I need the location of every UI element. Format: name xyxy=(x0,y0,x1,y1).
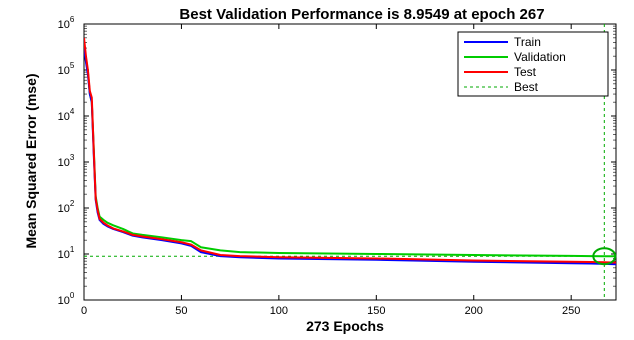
y-tick-label: 106 xyxy=(58,15,75,31)
y-tick-label: 103 xyxy=(58,153,75,169)
x-tick-label: 0 xyxy=(81,305,87,317)
legend-label-validation: Validation xyxy=(514,50,566,64)
legend-label-best: Best xyxy=(514,80,539,94)
y-tick-label: 105 xyxy=(58,61,75,77)
plot-area: 0 50 100 150 200 250 100 101 102 103 104 105 106 Trai… xyxy=(58,15,617,317)
y-axis-label: Mean Squared Error (mse) xyxy=(23,73,39,248)
x-tick-label: 100 xyxy=(270,305,288,317)
legend-label-test: Test xyxy=(514,65,537,79)
y-tick-label: 102 xyxy=(58,199,75,215)
y-tick-label: 100 xyxy=(58,291,75,307)
series-line-test xyxy=(84,37,616,264)
chart-title: Best Validation Performance is 8.9549 at… xyxy=(179,6,544,23)
y-tick-label: 104 xyxy=(58,107,75,123)
best-point-marker xyxy=(592,247,617,266)
series-group xyxy=(84,37,616,266)
y-tick-label: 101 xyxy=(58,245,75,261)
x-tick-label: 200 xyxy=(465,305,483,317)
x-tick-label: 250 xyxy=(562,305,580,317)
x-tick-label: 150 xyxy=(367,305,385,317)
x-tick-label: 50 xyxy=(175,305,187,317)
x-axis-label: 273 Epochs xyxy=(306,318,384,334)
legend-label-train: Train xyxy=(514,35,541,49)
